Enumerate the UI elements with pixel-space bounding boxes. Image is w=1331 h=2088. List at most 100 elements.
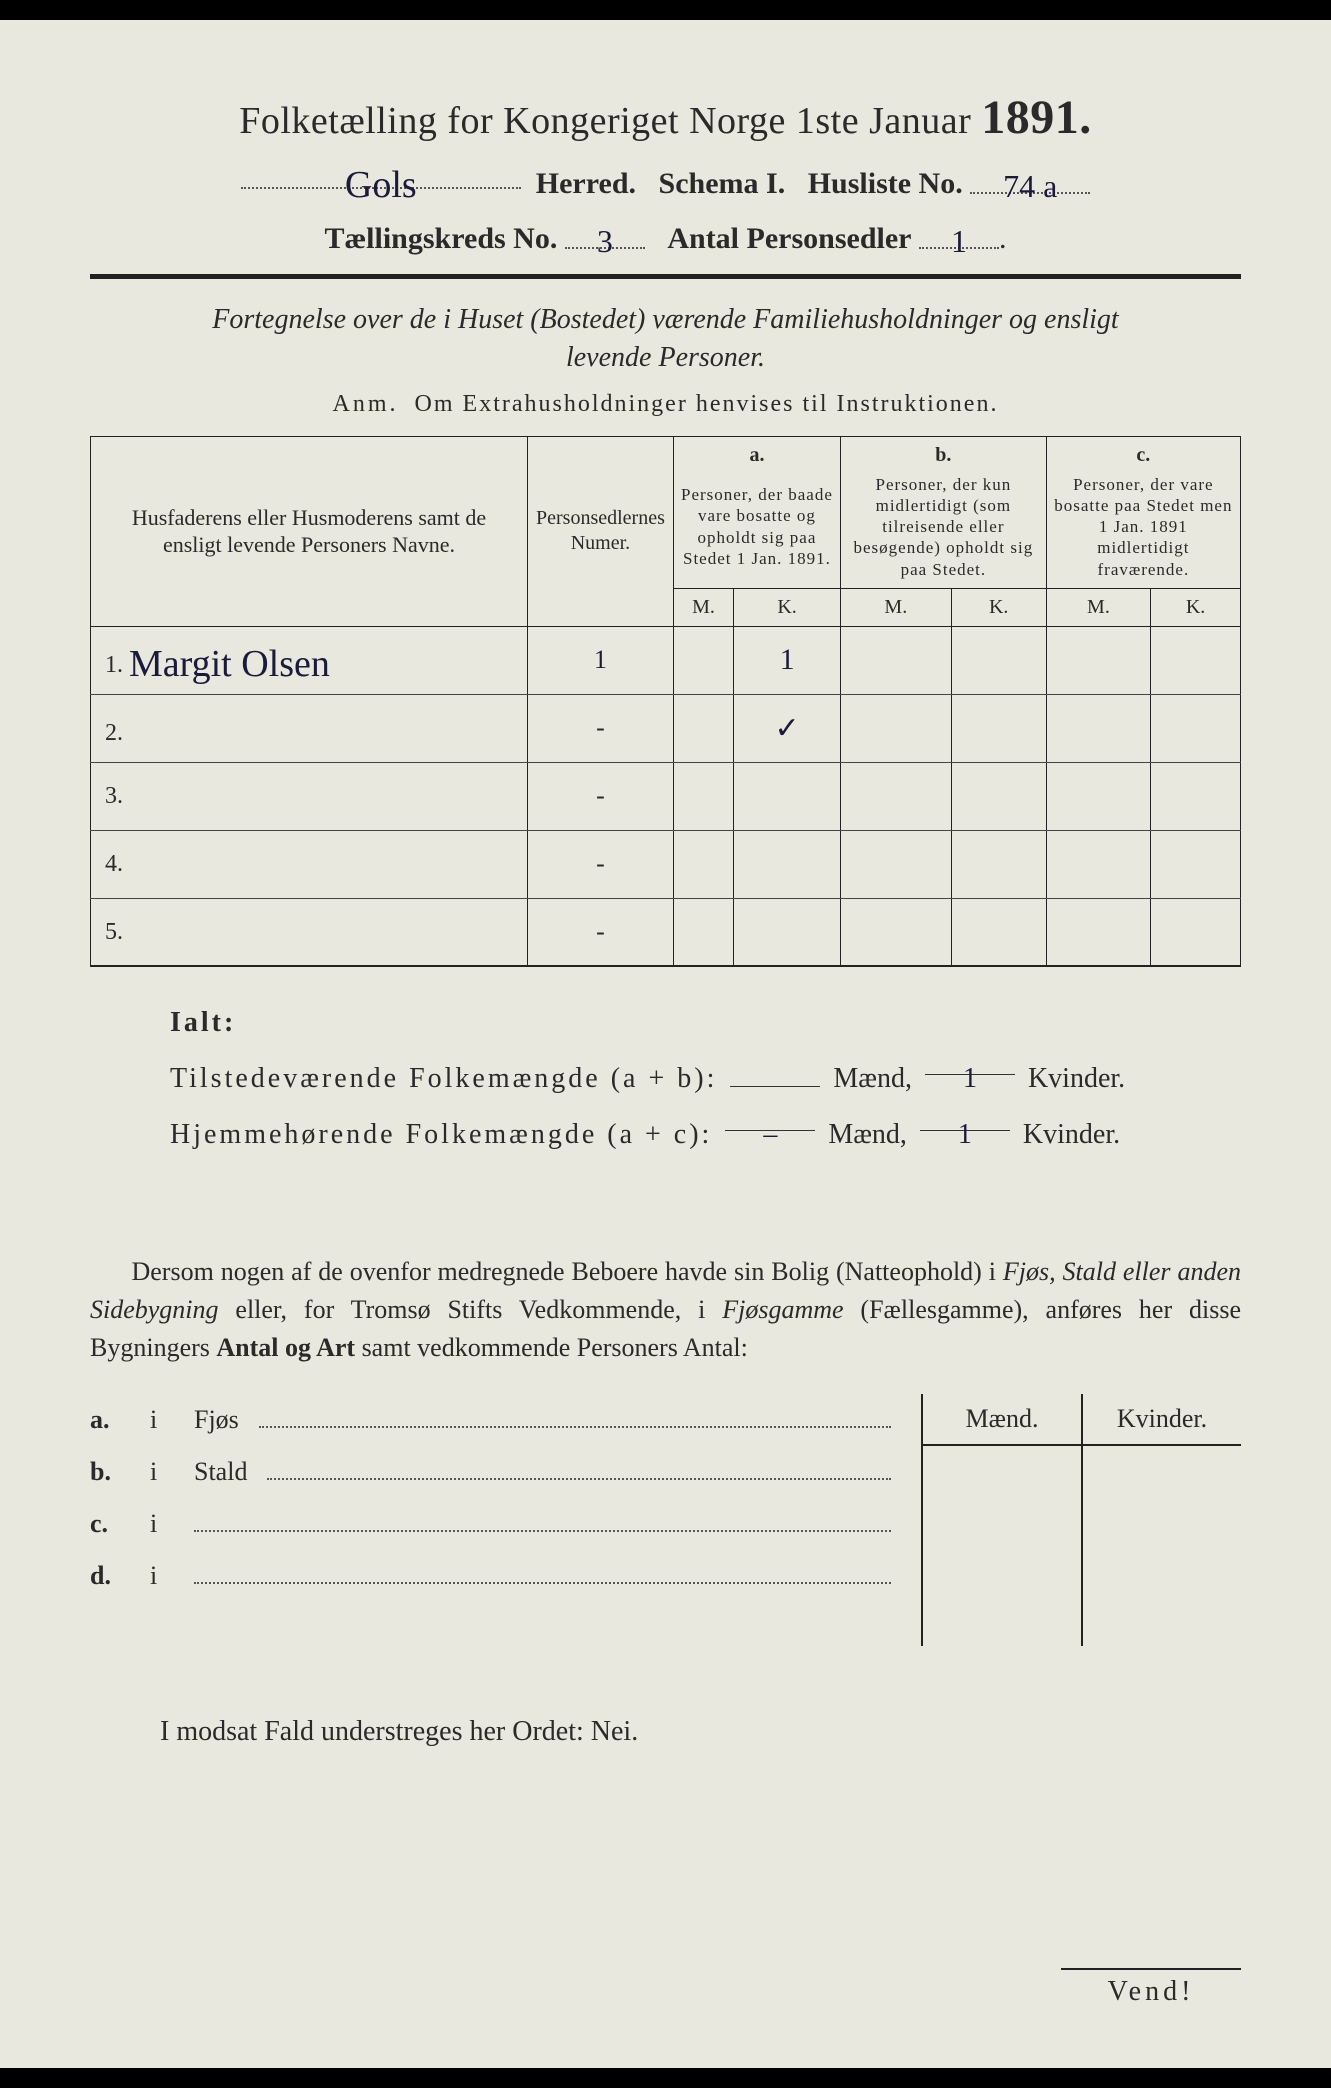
cell-b-k: [951, 898, 1046, 966]
col-b-label: b.: [841, 436, 1047, 470]
building-row: c. i: [90, 1498, 891, 1550]
totals-line-2: Hjemmehørende Folkemængde (a + c): – Mæn…: [170, 1107, 1241, 1163]
maend-label: Mænd,: [833, 1063, 912, 1094]
row-name-cell: 1. Margit Olsen: [91, 626, 528, 694]
cell-c-m: [1046, 898, 1150, 966]
table-row: 2. - ✓: [91, 694, 1241, 762]
cell-a-k: ✓: [734, 694, 841, 762]
cell-a-k: [734, 762, 841, 830]
building-row: d. i: [90, 1550, 891, 1602]
husliste-label: Husliste No.: [808, 167, 963, 200]
husliste-field: 74 a: [970, 164, 1090, 194]
building-row: a. i Fjøs: [90, 1394, 891, 1446]
personsedler-label: Antal Personsedler: [667, 222, 911, 255]
maend-header: Mænd.: [923, 1394, 1083, 1444]
totals-block: Ialt: Tilstedeværende Folkemængde (a + b…: [170, 995, 1241, 1163]
cell-c-k: [1151, 626, 1241, 694]
building-i: i: [150, 1394, 174, 1446]
anm-prefix: Anm.: [333, 391, 399, 417]
col-c-label: c.: [1046, 436, 1240, 470]
col-names-header: Husfaderens eller Husmoderens samt de en…: [91, 436, 528, 626]
building-label: Fjøs: [194, 1394, 239, 1446]
kvinder-col: [1083, 1446, 1241, 1646]
cell-c-m: [1046, 762, 1150, 830]
personsedler-value: 1: [951, 223, 967, 259]
row-name-cell: 2.: [91, 694, 528, 762]
ialt-label: Ialt:: [170, 995, 1241, 1051]
buildings-left: a. i Fjøs b. i Stald c. i d. i: [90, 1394, 891, 1646]
cell-c-k: [1151, 898, 1241, 966]
header-line-2: Gols Herred. Schema I. Husliste No. 74 a: [90, 159, 1241, 201]
kreds-value: 3: [597, 223, 613, 259]
line2-label: Hjemmehørende Folkemængde (a + c):: [170, 1119, 712, 1150]
building-letter: c.: [90, 1498, 130, 1550]
dersom-paragraph: Dersom nogen af de ovenfor medregnede Be…: [90, 1253, 1241, 1366]
dotted-line: [267, 1462, 891, 1480]
vend-label: Vend!: [1061, 1968, 1241, 2008]
cell-a-m: [673, 694, 733, 762]
col-a-k: K.: [734, 588, 841, 626]
col-b-m: M.: [841, 588, 952, 626]
line1-k: 1: [925, 1051, 1015, 1075]
page-title: Folketælling for Kongeriget Norge 1ste J…: [90, 90, 1241, 145]
line1-label: Tilstedeværende Folkemængde (a + b):: [170, 1063, 717, 1094]
cell-a-k: [734, 898, 841, 966]
title-year: 1891.: [981, 91, 1092, 144]
mk-body: [923, 1446, 1241, 1646]
subtitle-line1: Fortegnelse over de i Huset (Bostedet) v…: [212, 304, 1118, 335]
row-sedler: -: [528, 694, 674, 762]
kvinder-label: Kvinder.: [1028, 1063, 1125, 1094]
schema-label: Schema I.: [659, 167, 786, 200]
line2-k: 1: [920, 1107, 1010, 1131]
kvinder-header: Kvinder.: [1083, 1394, 1241, 1444]
building-row: b. i Stald: [90, 1446, 891, 1498]
cell-c-m: [1046, 830, 1150, 898]
line2-m: –: [725, 1107, 815, 1131]
col-c-text: Personer, der vare bosatte paa Stedet me…: [1046, 470, 1240, 589]
col-c-m: M.: [1046, 588, 1150, 626]
table-row: 1. Margit Olsen 1 1: [91, 626, 1241, 694]
row-name-cell: 3.: [91, 762, 528, 830]
cell-c-m: [1046, 694, 1150, 762]
col-b-text: Personer, der kun midlertidigt (som tilr…: [841, 470, 1047, 589]
row-name-cell: 5.: [91, 898, 528, 966]
col-c-k: K.: [1151, 588, 1241, 626]
cell-b-k: [951, 694, 1046, 762]
row-name-cell: 4.: [91, 830, 528, 898]
maend-label-2: Mænd,: [828, 1119, 907, 1150]
cell-b-m: [841, 830, 952, 898]
table-row: 3. -: [91, 762, 1241, 830]
building-letter: d.: [90, 1550, 130, 1602]
line1-m: [730, 1063, 820, 1087]
table-row: 5. -: [91, 898, 1241, 966]
title-prefix: Folketælling for Kongeriget Norge 1ste J…: [239, 100, 971, 142]
cell-b-k: [951, 830, 1046, 898]
col-numer-header: Personsedlernes Numer.: [528, 436, 674, 626]
cell-b-k: [951, 762, 1046, 830]
herred-label: Herred.: [536, 167, 636, 200]
building-i: i: [150, 1446, 174, 1498]
kreds-field: 3: [565, 219, 645, 249]
building-i: i: [150, 1550, 174, 1602]
cell-b-m: [841, 762, 952, 830]
building-letter: a.: [90, 1394, 130, 1446]
household-table: Husfaderens eller Husmoderens samt de en…: [90, 436, 1241, 968]
col-b-k: K.: [951, 588, 1046, 626]
cell-b-m: [841, 694, 952, 762]
row-sedler: 1: [528, 626, 674, 694]
cell-a-m: [673, 898, 733, 966]
cell-c-k: [1151, 762, 1241, 830]
personsedler-field: 1: [919, 219, 999, 249]
subtitle-line2: levende Personer.: [566, 342, 765, 373]
col-a-m: M.: [673, 588, 733, 626]
building-i: i: [150, 1498, 174, 1550]
cell-a-m: [673, 762, 733, 830]
divider-1: [90, 274, 1241, 279]
totals-line-1: Tilstedeværende Folkemængde (a + b): Mæn…: [170, 1051, 1241, 1107]
building-letter: b.: [90, 1446, 130, 1498]
dotted-line: [194, 1566, 891, 1584]
cell-a-k: [734, 830, 841, 898]
col-a-text: Personer, der baade vare bosatte og opho…: [673, 470, 840, 589]
modsat-line: I modsat Fald understreges her Ordet: Ne…: [90, 1716, 1241, 1748]
cell-b-m: [841, 626, 952, 694]
